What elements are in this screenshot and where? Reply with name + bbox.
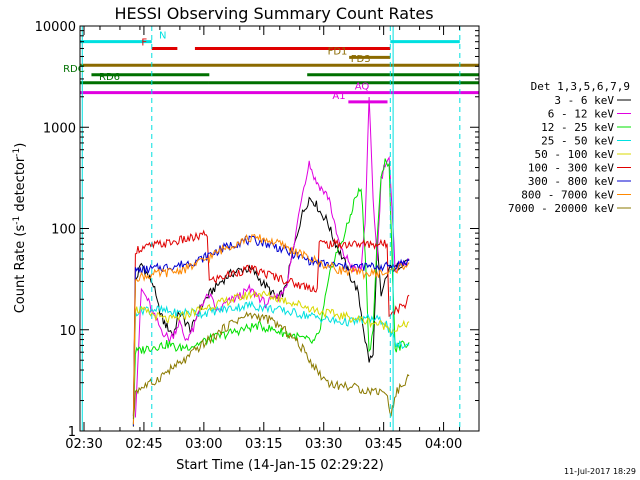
series-line-7: [132, 233, 410, 425]
series-line-5: [132, 229, 410, 419]
x-tick-label-6: 04:00: [425, 437, 462, 452]
legend-label-0: 3 - 6 keV: [554, 94, 614, 107]
legend-label-8: 7000 - 20000 keV: [508, 202, 614, 215]
series-line-2: [132, 158, 410, 426]
flag-label-6: AQ: [355, 82, 370, 93]
y-axis-label-mid: detector: [13, 156, 28, 216]
legend-label-2: 12 - 25 keV: [541, 121, 614, 134]
x-tick-label-4: 03:30: [305, 437, 342, 452]
y-axis-label-sup2: -1: [12, 148, 22, 157]
x-axis-label: Start Time (14-Jan-15 02:29:22): [176, 458, 384, 473]
series-line-4: [132, 290, 410, 428]
footer-date: 11-Jul-2017 18:29: [564, 467, 636, 476]
y-tick-label-4: 10000: [35, 20, 76, 35]
flag-label-2: FD1: [328, 46, 348, 57]
y-axis-label-main: Count Rate (s: [13, 225, 28, 314]
flag-label-7: A1: [332, 91, 345, 102]
x-tick-label-2: 03:00: [185, 437, 222, 452]
flag-label-5: RD6: [99, 72, 120, 83]
x-tick-label-3: 03:15: [245, 437, 282, 452]
x-tick-label-1: 02:45: [125, 437, 162, 452]
chart-title: HESSI Observing Summary Count Rates: [114, 4, 433, 23]
flag-label-3: FD3: [351, 54, 371, 65]
legend-label-6: 300 - 800 keV: [528, 175, 614, 188]
x-tick-label-0: 02:30: [65, 437, 102, 452]
series-line-3: [132, 300, 410, 426]
legend-label-5: 100 - 300 keV: [528, 162, 614, 175]
flag-label-1: F: [141, 37, 147, 48]
legend-label-7: 800 - 7000 keV: [521, 189, 614, 202]
y-tick-label-0: 1: [68, 425, 76, 440]
plot-frame: [79, 25, 480, 432]
series-line-8: [132, 311, 410, 420]
series-line-1: [134, 96, 410, 418]
legend-label-1: 6 - 12 keV: [548, 108, 615, 121]
y-tick-label-3: 1000: [43, 121, 76, 136]
legend-label-4: 50 - 100 keV: [535, 148, 615, 161]
y-axis-label-end: ): [13, 143, 28, 148]
series-line-0: [132, 196, 410, 417]
y-axis-label: Count Rate (s-1 detector-1): [12, 143, 28, 314]
y-axis-label-sup1: -1: [12, 216, 22, 225]
legend-label-3: 25 - 50 keV: [541, 135, 614, 148]
flag-label-0: N: [159, 31, 166, 42]
x-tick-label-5: 03:45: [365, 437, 402, 452]
y-tick-label-2: 100: [51, 223, 76, 238]
flag-label-4: RDC: [63, 64, 85, 75]
y-tick-label-1: 10: [59, 324, 76, 339]
legend-title: Det 1,3,5,6,7,9: [531, 80, 630, 93]
